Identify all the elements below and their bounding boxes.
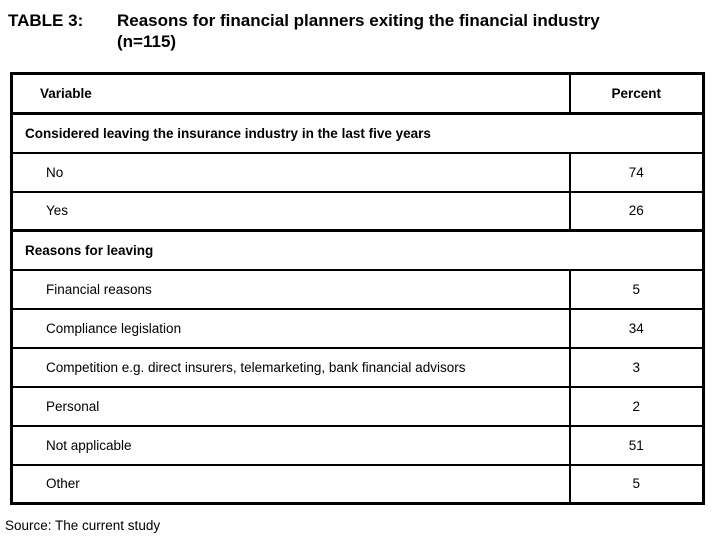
table-row: Personal 2	[10, 385, 705, 427]
table-header-row: Variable Percent	[10, 72, 705, 115]
table-row: Compliance legislation 34	[10, 307, 705, 349]
table-caption-sample-size: (n=115)	[117, 32, 177, 51]
row-percent: 5	[568, 268, 705, 310]
column-header-variable: Variable	[10, 72, 571, 115]
section-row-considered-leaving: Considered leaving the insurance industr…	[10, 112, 705, 154]
table-caption-body: Reasons for financial planners exiting t…	[117, 10, 708, 52]
section-row-label: Considered leaving the insurance industr…	[10, 112, 705, 154]
row-percent: 3	[568, 346, 705, 388]
table-row: Other 5	[10, 463, 705, 505]
row-label: Financial reasons	[10, 268, 571, 310]
row-label: Other	[10, 463, 571, 505]
section-row-label: Reasons for leaving	[10, 229, 705, 271]
row-percent: 5	[568, 463, 705, 505]
row-label: Personal	[10, 385, 571, 427]
row-percent: 34	[568, 307, 705, 349]
section-row-reasons-for-leaving: Reasons for leaving	[10, 229, 705, 271]
row-percent: 26	[568, 190, 705, 232]
row-percent: 51	[568, 424, 705, 466]
row-label: Not applicable	[10, 424, 571, 466]
table-row: Financial reasons 5	[10, 268, 705, 310]
data-table: Variable Percent Considered leaving the …	[10, 72, 705, 505]
table-caption-number: TABLE 3:	[8, 11, 84, 30]
table-row: Competition e.g. direct insurers, telema…	[10, 346, 705, 388]
row-percent: 74	[568, 151, 705, 193]
row-label: No	[10, 151, 571, 193]
row-label: Compliance legislation	[10, 307, 571, 349]
source-note: Source: The current study	[5, 518, 161, 533]
row-label: Competition e.g. direct insurers, telema…	[10, 346, 571, 388]
table-row: No 74	[10, 151, 705, 193]
table-row: Not applicable 51	[10, 424, 705, 466]
row-label: Yes	[10, 190, 571, 232]
table-row: Yes 26	[10, 190, 705, 232]
table-caption-title: Reasons for financial planners exiting t…	[117, 11, 600, 30]
column-header-percent: Percent	[568, 72, 705, 115]
row-percent: 2	[568, 385, 705, 427]
table-caption: TABLE 3: Reasons for financial planners …	[8, 10, 708, 52]
